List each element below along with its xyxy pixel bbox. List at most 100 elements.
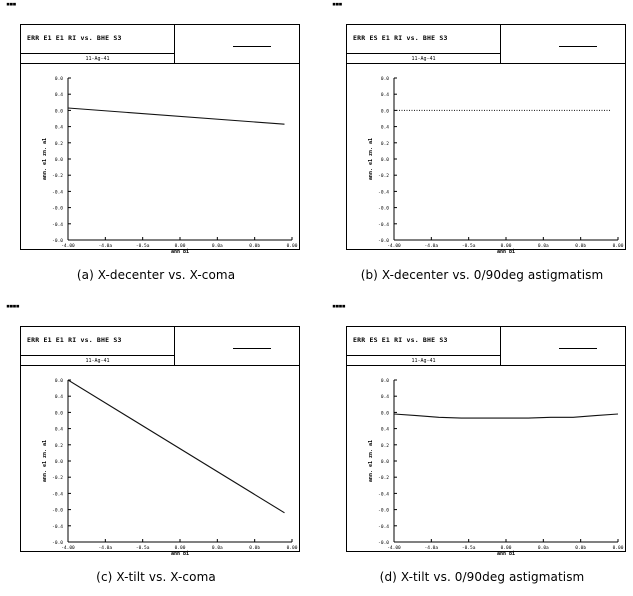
plot-area: 0.00.40.00.40.20.0-0.2-0.4-0.0-0.4-0.0-4… <box>42 378 298 557</box>
plot-header-title-cell: ERR E1 E1 RI vs. BHE S3 11-Ag-41 <box>21 25 175 63</box>
panel-corner-mark: ▪▪▪▪ <box>332 302 346 310</box>
plot-header-date: 11-Ag-41 <box>85 358 110 364</box>
y-tick-label: -0.2 <box>52 173 63 179</box>
legend-line-sample <box>559 348 597 349</box>
y-tick-label: 0.4 <box>381 125 389 131</box>
x-tick-label: 0.0b <box>249 243 260 249</box>
y-tick-label: -0.4 <box>378 491 389 497</box>
x-axis-label: ann bi <box>497 249 515 255</box>
plot-header-date: 11-Ag-41 <box>411 358 436 364</box>
y-axis-label: ann. e1 zn. a1 <box>42 440 48 482</box>
x-tick-label: 0.00 <box>501 545 512 551</box>
y-tick-label: 0.4 <box>55 125 63 131</box>
y-tick-label: -0.4 <box>52 491 63 497</box>
plot-header-divider <box>347 355 500 356</box>
panel-caption: (c) X-tilt vs. X-coma <box>96 570 216 584</box>
x-tick-label: 0.00 <box>287 243 298 249</box>
y-tick-label: -0.4 <box>378 524 389 530</box>
y-tick-label: 0.0 <box>55 410 63 416</box>
plot-frame <box>346 64 626 250</box>
x-tick-label: -4.00 <box>61 545 75 551</box>
y-tick-label: -0.0 <box>378 508 389 514</box>
plot-frame <box>346 366 626 552</box>
plot-header-date: 11-Ag-41 <box>411 56 436 62</box>
panel-caption: (b) X-decenter vs. 0/90deg astigmatism <box>360 268 604 282</box>
chart-panel-b: ▪▪▪ ERR ES E1 RI vs. BHE S3 11-Ag-41 0.0… <box>332 0 632 290</box>
y-tick-label: 0.0 <box>55 108 63 114</box>
legend-line-sample <box>233 46 271 47</box>
x-tick-label: -4.00 <box>61 243 75 249</box>
x-axis-label: ann bi <box>497 551 515 557</box>
y-tick-label: 0.0 <box>381 459 389 465</box>
x-tick-label: 0.0b <box>575 243 586 249</box>
y-tick-label: 0.2 <box>55 443 63 449</box>
x-tick-label: 0.00 <box>613 545 624 551</box>
y-axis-label: ann. e1 zn. a1 <box>368 440 374 482</box>
y-tick-label: 0.0 <box>55 378 63 384</box>
chart-panel-d: ▪▪▪▪ ERR ES E1 RI vs. BHE S3 11-Ag-41 0.… <box>332 302 632 592</box>
plot-header-title: ERR ES E1 RI vs. BHE S3 <box>353 336 448 344</box>
x-tick-label: 0.00 <box>501 243 512 249</box>
legend-line-sample <box>559 46 597 47</box>
y-tick-label: 0.4 <box>381 92 389 98</box>
y-tick-label: -0.2 <box>378 475 389 481</box>
plot-header-title-cell: ERR ES E1 RI vs. BHE S3 11-Ag-41 <box>347 25 501 63</box>
x-axis-label: ann bi <box>171 249 189 255</box>
y-tick-label: 0.4 <box>381 427 389 433</box>
y-tick-label: 0.2 <box>381 443 389 449</box>
plot-header-title: ERR E1 E1 RI vs. BHE S3 <box>27 336 122 344</box>
y-tick-label: 0.4 <box>55 394 63 400</box>
x-tick-label: 0.00 <box>175 545 186 551</box>
y-tick-label: -0.0 <box>378 238 389 244</box>
x-tick-label: -4.0a <box>425 243 439 249</box>
plot-area: 0.00.40.00.40.20.0-0.2-0.4-0.0-0.4-0.0-4… <box>42 76 298 255</box>
x-tick-label: -4.0a <box>99 545 113 551</box>
panel-corner-mark: ▪▪▪▪ <box>6 302 20 310</box>
chart-panel-a: ▪▪▪ ERR E1 E1 RI vs. BHE S3 11-Ag-41 0.0… <box>6 0 306 290</box>
y-tick-label: 0.4 <box>55 92 63 98</box>
series-line <box>67 107 285 125</box>
x-tick-label: 0.00 <box>175 243 186 249</box>
y-tick-label: -0.2 <box>52 475 63 481</box>
x-tick-label: -4.0a <box>425 545 439 551</box>
x-tick-label: -4.00 <box>387 243 401 249</box>
x-tick-label: 0.00 <box>613 243 624 249</box>
plot-area: 0.00.40.00.40.20.0-0.2-0.4-0.0-0.4-0.0-4… <box>368 76 624 255</box>
plot-header-title: ERR E1 E1 RI vs. BHE S3 <box>27 34 122 42</box>
y-tick-label: -0.4 <box>52 524 63 530</box>
plot-header: ERR E1 E1 RI vs. BHE S3 11-Ag-41 <box>20 326 300 366</box>
y-tick-label: 0.0 <box>55 157 63 163</box>
y-tick-label: -0.0 <box>378 206 389 212</box>
x-tick-label: -4.00 <box>387 545 401 551</box>
plot-area: 0.00.40.00.40.20.0-0.2-0.4-0.0-0.4-0.0-4… <box>368 378 624 557</box>
plot-header-divider <box>21 53 174 54</box>
y-tick-label: -0.0 <box>52 238 63 244</box>
x-tick-label: -0.5a <box>462 545 476 551</box>
plot-frame <box>20 366 300 552</box>
x-tick-label: 0.0b <box>249 545 260 551</box>
series-line <box>393 413 619 419</box>
y-tick-label: -0.0 <box>52 508 63 514</box>
y-tick-label: 0.0 <box>55 76 63 82</box>
x-tick-label: 0.00 <box>287 545 298 551</box>
y-tick-label: -0.0 <box>378 540 389 546</box>
plot-header-divider <box>347 53 500 54</box>
x-tick-label: 0.0a <box>212 243 223 249</box>
plot-header-divider <box>21 355 174 356</box>
y-tick-label: -0.4 <box>378 189 389 195</box>
x-tick-label: 0.0a <box>538 545 549 551</box>
x-tick-label: -0.5a <box>462 243 476 249</box>
legend-line-sample <box>233 348 271 349</box>
y-tick-label: -0.0 <box>52 206 63 212</box>
plot-frame <box>20 64 300 250</box>
y-axis-label: ann. e1 zn. a1 <box>42 138 48 180</box>
x-tick-label: -4.0a <box>99 243 113 249</box>
y-tick-label: 0.0 <box>381 157 389 163</box>
x-tick-label: 0.0b <box>575 545 586 551</box>
plot-header: ERR ES E1 RI vs. BHE S3 11-Ag-41 <box>346 326 626 366</box>
y-tick-label: -0.2 <box>378 173 389 179</box>
y-tick-label: 0.4 <box>55 427 63 433</box>
y-tick-label: 0.0 <box>55 459 63 465</box>
y-tick-label: -0.4 <box>52 189 63 195</box>
y-tick-label: 0.0 <box>381 378 389 384</box>
